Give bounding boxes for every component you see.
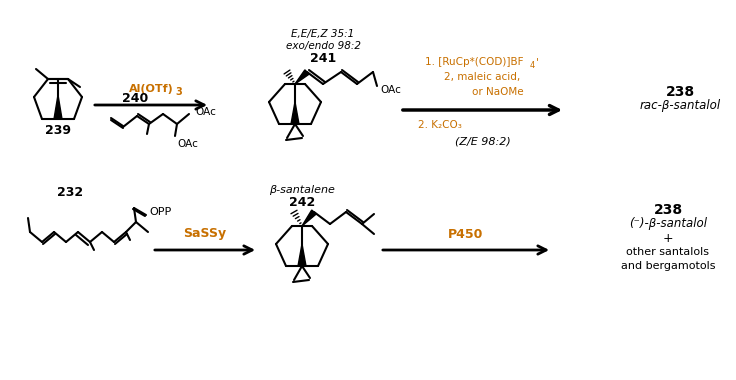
- Text: or NaOMe: or NaOMe: [472, 87, 523, 97]
- Polygon shape: [295, 70, 309, 84]
- Text: exo/endo 98:2: exo/endo 98:2: [286, 41, 361, 51]
- Text: 241: 241: [310, 52, 336, 65]
- Text: Al(OTf): Al(OTf): [129, 84, 174, 94]
- Text: 240: 240: [122, 92, 148, 105]
- Polygon shape: [302, 210, 316, 226]
- Text: SaSSy: SaSSy: [183, 228, 227, 241]
- Text: 242: 242: [289, 195, 315, 209]
- Text: OAc: OAc: [195, 107, 216, 117]
- Text: 4: 4: [530, 60, 535, 70]
- Polygon shape: [291, 102, 299, 124]
- Text: OAc: OAc: [380, 85, 401, 95]
- Text: 232: 232: [57, 185, 83, 198]
- Text: 238: 238: [665, 85, 695, 99]
- Text: 2, maleic acid,: 2, maleic acid,: [445, 72, 520, 82]
- Text: (Z/E 98:2): (Z/E 98:2): [455, 137, 510, 147]
- Text: other santalols: other santalols: [626, 247, 710, 257]
- Text: 2. K₂CO₃: 2. K₂CO₃: [418, 120, 462, 130]
- Text: ': ': [536, 57, 539, 67]
- Text: OAc: OAc: [177, 139, 198, 149]
- Text: E,E/E,Z 35:1: E,E/E,Z 35:1: [291, 29, 355, 39]
- Polygon shape: [54, 95, 62, 119]
- Text: OPP: OPP: [149, 207, 171, 217]
- Text: P450: P450: [448, 228, 484, 241]
- Text: 3: 3: [176, 87, 183, 97]
- Text: rac-β-santalol: rac-β-santalol: [640, 100, 721, 112]
- Text: 1. [RuCp*(COD)]BF: 1. [RuCp*(COD)]BF: [425, 57, 524, 67]
- Text: β-santalene: β-santalene: [269, 185, 335, 195]
- Text: 239: 239: [45, 125, 71, 138]
- Text: (⁻)-β-santalol: (⁻)-β-santalol: [629, 217, 707, 231]
- Text: +: +: [662, 231, 673, 244]
- Text: and bergamotols: and bergamotols: [620, 261, 715, 271]
- Polygon shape: [298, 244, 306, 266]
- Text: 238: 238: [654, 203, 682, 217]
